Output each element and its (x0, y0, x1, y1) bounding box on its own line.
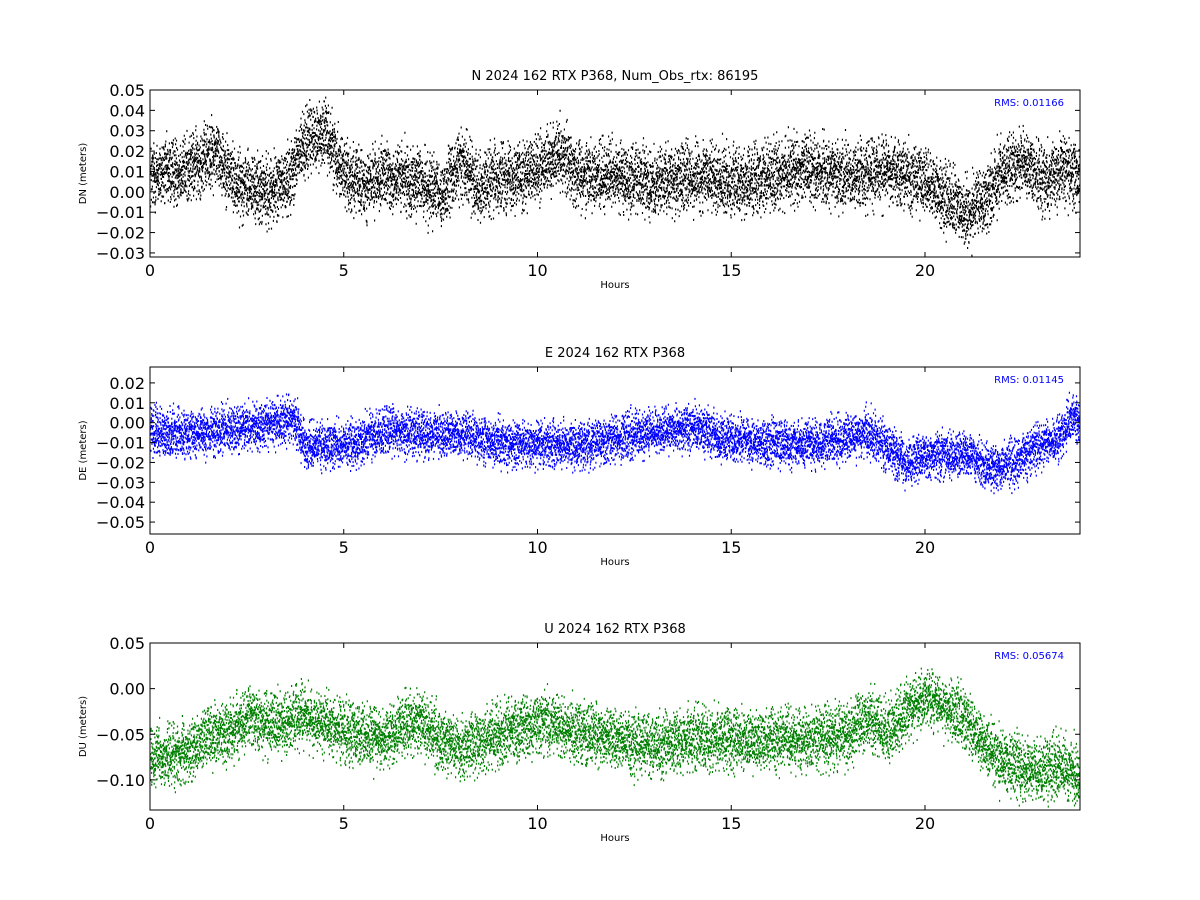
panel-2: 0 5 10 15 20−0.05−0.04−0.03−0.02−0.010.000.0… (78, 346, 1081, 568)
axes-frame (149, 89, 1081, 258)
y-tick-label: −0.01 (96, 203, 145, 222)
y-tick-label: 0.04 (109, 101, 145, 120)
y-tick-label: 0.00 (109, 183, 145, 202)
x-tick-label: 10 (527, 538, 547, 557)
plot-area (150, 367, 1080, 534)
x-tick-label: 20 (915, 814, 935, 833)
x-axis-label: Hours (600, 557, 629, 568)
rms-annotation: RMS: 0.05674 (994, 651, 1064, 662)
data-series (150, 391, 1080, 495)
data-points (150, 391, 1080, 495)
x-tick-label: 15 (721, 814, 741, 833)
x-tick-label: 20 (915, 261, 935, 280)
data-points (150, 667, 1080, 808)
y-tick-label: 0.05 (109, 81, 145, 100)
panel-1: 0 5 10 15 20 −0.03−0.02 −0.010.00 0.010.020.03 0… (78, 69, 1081, 291)
x-tick-label: 5 (339, 261, 349, 280)
y-tick-label: −0.04 (96, 493, 145, 512)
y-tick-label: −0.02 (96, 453, 145, 472)
y-tick-label: 0.00 (109, 414, 145, 433)
x-axis-label: Hours (600, 280, 629, 291)
y-tick-label: −0.01 (96, 434, 145, 453)
x-tick-label: 0 (145, 814, 155, 833)
axes-frame (149, 642, 1081, 811)
rms-annotation: RMS: 0.01166 (994, 98, 1064, 109)
panel-3: 0 5 10 15 20 −0.10 −0.05 0.00 0.05 U 2024 162 RTX… (78, 622, 1081, 844)
x-tick-label: 10 (527, 814, 547, 833)
plot-area (150, 90, 1080, 257)
y-axis-label: DE (meters) (78, 420, 89, 480)
x-tick-label: 5 (339, 814, 349, 833)
y-tick-label: −0.03 (96, 244, 145, 263)
x-tick-label: 15 (721, 261, 741, 280)
axes-frame (149, 366, 1081, 535)
y-tick-label: 0.01 (109, 162, 145, 181)
chart-title: N 2024 162 RTX P368, Num_Obs_rtx: 86195 (472, 69, 759, 84)
x-tick-label: 0 (145, 261, 155, 280)
y-tick-label: −0.05 (96, 513, 145, 532)
y-tick-label: 0.01 (109, 394, 145, 413)
x-tick-label: 5 (339, 538, 349, 557)
y-tick-label: 0.02 (109, 374, 145, 393)
x-tick-label: 0 (145, 538, 155, 557)
x-tick-label: 10 (527, 261, 547, 280)
y-tick-label: −0.03 (96, 473, 145, 492)
y-axis-label: DN (meters) (78, 143, 89, 205)
x-tick-label: 20 (915, 538, 935, 557)
data-series (150, 667, 1080, 808)
y-tick-label: −0.10 (96, 771, 145, 790)
x-tick-label: 15 (721, 538, 741, 557)
y-tick-label: 0.03 (109, 122, 145, 141)
x-axis-label: Hours (600, 833, 629, 844)
y-tick-label: 0.00 (109, 680, 145, 699)
y-tick-label: 0.05 (109, 634, 145, 653)
y-tick-label: −0.02 (96, 224, 145, 243)
rms-annotation: RMS: 0.01145 (994, 375, 1064, 386)
chart-title: U 2024 162 RTX P368 (544, 622, 686, 637)
y-axis-label: DU (meters) (78, 696, 89, 757)
chart-title: E 2024 162 RTX P368 (545, 346, 685, 361)
y-tick-label: −0.05 (96, 725, 145, 744)
data-series (150, 96, 1080, 257)
data-points (150, 96, 1080, 257)
y-tick-label: 0.02 (109, 142, 145, 161)
